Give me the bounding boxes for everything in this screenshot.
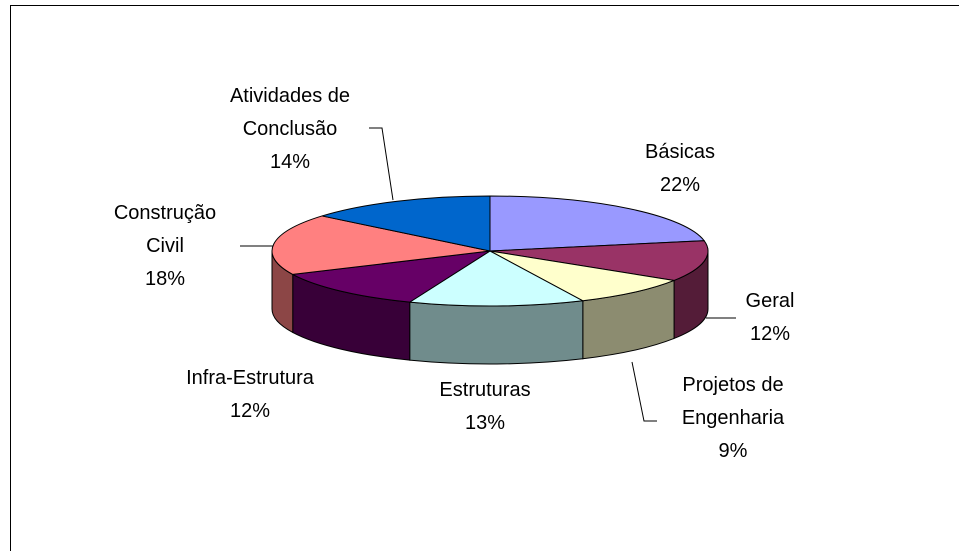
category-label: Atividades de Conclusão	[229, 85, 351, 140]
category-label: Geral	[745, 290, 795, 312]
category-label: Projetos de Engenharia	[681, 374, 785, 429]
slice-label: Estruturas 13%	[405, 374, 565, 440]
slice	[408, 250, 585, 307]
slice	[271, 215, 491, 275]
slice	[489, 195, 706, 252]
category-label: Estruturas	[439, 379, 531, 401]
value-label: 12%	[749, 323, 791, 345]
leader-line	[369, 127, 394, 201]
slice	[489, 240, 709, 281]
slice-label: Construção Civil 18%	[95, 197, 235, 296]
slice-label: Básicas 22%	[580, 136, 780, 202]
slice	[489, 250, 676, 302]
slice-side	[409, 300, 584, 365]
slice-label: Infra-Estrutura 12%	[150, 362, 350, 428]
pie	[271, 195, 709, 365]
category-label: Básicas	[644, 141, 716, 163]
slice	[291, 250, 491, 303]
value-label: 13%	[464, 412, 506, 434]
value-label: 12%	[229, 400, 271, 422]
value-label: 9%	[718, 440, 748, 462]
slice-label: Projetos de Engenharia 9%	[663, 369, 803, 468]
slice-label: Geral 12%	[710, 285, 830, 351]
leader-lines	[240, 127, 736, 422]
slice-label: Atividades de Conclusão 14%	[205, 80, 375, 179]
value-label: 22%	[659, 174, 701, 196]
slice	[321, 195, 491, 252]
category-label: Construção Civil	[113, 202, 217, 257]
value-label: 18%	[144, 268, 186, 290]
leader-line	[631, 361, 657, 422]
category-label: Infra-Estrutura	[186, 367, 314, 389]
value-label: 14%	[269, 151, 311, 173]
